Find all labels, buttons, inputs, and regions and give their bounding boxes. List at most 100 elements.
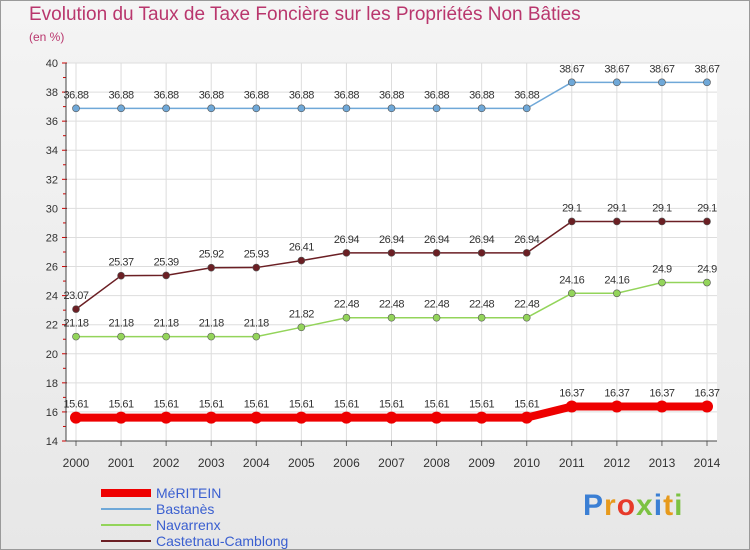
data-label: 21.18 — [109, 318, 134, 330]
y-tick-label: 26 — [46, 262, 58, 274]
data-label: 15.61 — [63, 399, 88, 411]
data-label: 36.88 — [109, 89, 134, 101]
data-label: 16.37 — [559, 388, 584, 400]
chart-title: Evolution du Taux de Taxe Foncière sur l… — [29, 4, 581, 25]
data-point — [432, 249, 441, 257]
data-point — [567, 289, 576, 298]
data-point — [72, 305, 80, 313]
data-label: 15.61 — [469, 399, 494, 411]
data-point — [252, 104, 261, 113]
y-tick-label: 20 — [46, 349, 58, 361]
data-point — [385, 411, 398, 424]
data-point — [72, 104, 80, 113]
data-point — [655, 400, 668, 413]
logo-letter: r — [604, 489, 617, 522]
y-tick-label: 14 — [46, 436, 58, 448]
data-point — [252, 332, 261, 341]
data-point — [658, 78, 666, 87]
data-point — [658, 278, 666, 287]
data-point — [162, 332, 170, 341]
y-tick-label: 30 — [46, 203, 58, 215]
data-point — [387, 313, 396, 322]
data-point — [70, 411, 82, 424]
data-point — [207, 263, 216, 272]
data-label: 25.39 — [154, 256, 179, 268]
data-label: 25.93 — [244, 249, 269, 261]
data-label: 15.61 — [289, 399, 314, 411]
data-label: 21.18 — [154, 318, 179, 330]
y-tick-label: 32 — [46, 174, 58, 186]
data-point — [430, 411, 443, 424]
proxiti-logo: Proxiti — [583, 489, 683, 523]
data-point — [162, 104, 170, 113]
data-label: 38.67 — [694, 63, 719, 75]
data-label: 36.88 — [289, 89, 314, 101]
data-point — [613, 217, 621, 226]
data-label: 36.88 — [154, 89, 179, 101]
x-tick-label: 2000 — [63, 456, 90, 470]
data-label: 36.88 — [334, 89, 359, 101]
data-label: 16.37 — [604, 388, 629, 400]
data-point — [205, 411, 218, 424]
data-point — [703, 217, 711, 226]
x-tick-label: 2008 — [423, 456, 450, 470]
legend-label: Navarrenx — [156, 517, 221, 533]
data-label: 22.48 — [469, 299, 494, 311]
data-label: 24.16 — [559, 274, 584, 286]
legend-swatch — [101, 540, 151, 542]
logo-letter: o — [616, 489, 637, 522]
legend-swatch — [101, 489, 151, 497]
y-tick-label: 34 — [46, 145, 58, 157]
data-point — [703, 278, 711, 287]
data-label: 15.61 — [199, 399, 224, 411]
data-label: 22.48 — [514, 299, 539, 311]
x-tick-label: 2004 — [243, 456, 270, 470]
data-point — [565, 400, 578, 413]
data-label: 24.16 — [604, 274, 629, 286]
data-label: 15.61 — [244, 399, 269, 411]
data-point — [250, 411, 263, 424]
data-label: 26.94 — [514, 234, 539, 246]
data-point — [703, 78, 711, 87]
data-label: 36.88 — [469, 89, 494, 101]
data-point — [342, 104, 351, 113]
x-tick-label: 2011 — [559, 456, 585, 470]
x-tick-label: 2007 — [378, 456, 405, 470]
data-label: 36.88 — [379, 89, 404, 101]
data-point — [252, 263, 261, 272]
data-point — [117, 271, 125, 280]
logo-letter: x — [636, 489, 654, 522]
y-tick-label: 36 — [46, 116, 58, 128]
data-point — [297, 323, 306, 332]
data-label: 24.9 — [652, 264, 672, 276]
data-point — [295, 411, 308, 424]
x-tick-label: 2002 — [153, 456, 180, 470]
x-tick-label: 2013 — [649, 456, 676, 470]
data-point — [297, 104, 306, 113]
data-label: 25.92 — [199, 249, 224, 261]
data-point — [207, 104, 216, 113]
logo-letter: P — [583, 489, 605, 522]
legend-swatch — [101, 508, 151, 510]
data-label: 38.67 — [649, 63, 674, 75]
logo-letter: i — [674, 489, 684, 522]
x-tick-label: 2010 — [513, 456, 540, 470]
x-tick-label: 2012 — [604, 456, 631, 470]
data-point — [658, 217, 666, 226]
data-point — [477, 104, 486, 113]
data-point — [567, 217, 576, 226]
data-label: 38.67 — [559, 63, 584, 75]
data-point — [72, 332, 80, 341]
data-point — [477, 313, 486, 322]
data-point — [522, 249, 531, 257]
data-label: 15.61 — [379, 399, 404, 411]
data-label: 26.94 — [379, 234, 404, 246]
data-point — [297, 256, 306, 265]
data-label: 36.88 — [424, 89, 449, 101]
data-point — [387, 104, 396, 113]
x-tick-label: 2006 — [333, 456, 360, 470]
data-label: 22.48 — [424, 299, 449, 311]
data-label: 29.1 — [652, 202, 672, 214]
data-label: 36.88 — [63, 89, 88, 101]
